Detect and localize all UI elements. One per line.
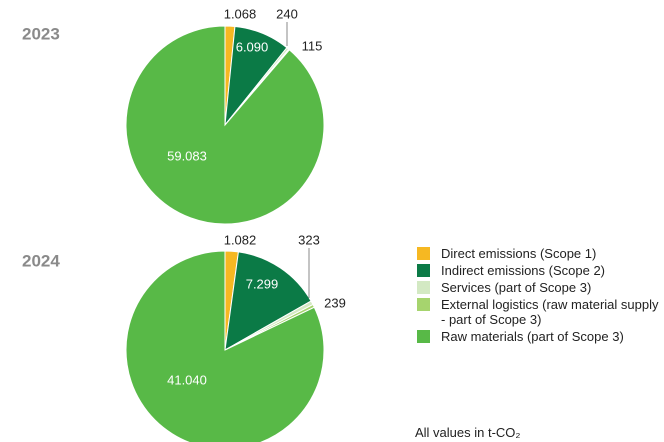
chart-title: 2024	[22, 251, 60, 270]
legend-swatch	[417, 247, 430, 260]
data-label: 41.040	[167, 372, 207, 387]
legend-item: Services (part of Scope 3)	[417, 280, 664, 295]
footnote: All values in t-CO₂	[415, 425, 521, 440]
data-label: 1.082	[224, 232, 257, 247]
legend-item: Direct emissions (Scope 1)	[417, 246, 664, 261]
data-label: 323	[298, 232, 320, 247]
legend: Direct emissions (Scope 1) Indirect emiss…	[417, 246, 664, 346]
legend-swatch	[417, 298, 430, 311]
data-label: 7.299	[246, 276, 279, 291]
legend-item: External logistics (raw material supply …	[417, 297, 664, 327]
legend-item: Indirect emissions (Scope 2)	[417, 263, 664, 278]
pie-slice	[125, 25, 325, 225]
data-label: 6.090	[236, 39, 269, 54]
data-label: 59.083	[167, 148, 207, 163]
data-label: 240	[276, 6, 298, 21]
legend-label: Indirect emissions (Scope 2)	[441, 263, 606, 278]
data-label: 115	[302, 38, 323, 53]
legend-item: Raw materials (part of Scope 3)	[417, 329, 664, 344]
legend-swatch	[417, 330, 430, 343]
legend-label: Services (part of Scope 3)	[441, 280, 592, 295]
legend-label: External logistics (raw material supply …	[441, 297, 659, 327]
chart-title: 2023	[22, 24, 60, 43]
data-label: 239	[324, 295, 346, 310]
legend-swatch	[417, 281, 430, 294]
legend-swatch	[417, 264, 430, 277]
legend-label: Direct emissions (Scope 1)	[441, 246, 597, 261]
data-label: 1.068	[224, 6, 257, 21]
legend-label: Raw materials (part of Scope 3)	[441, 329, 624, 344]
pie-slice	[125, 250, 325, 442]
